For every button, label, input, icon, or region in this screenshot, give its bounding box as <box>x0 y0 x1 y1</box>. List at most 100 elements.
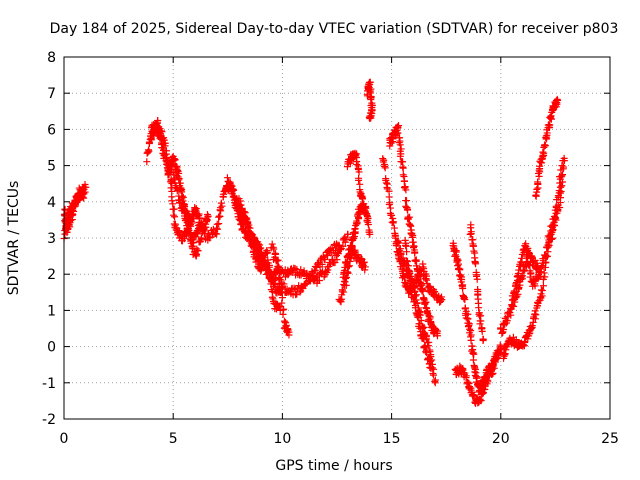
x-axis-label: GPS time / hours <box>275 458 392 474</box>
data-point <box>215 220 223 228</box>
y-tick-label: 6 <box>47 122 56 138</box>
data-point <box>421 342 429 350</box>
data-point <box>170 155 178 163</box>
y-tick-label: -1 <box>42 376 56 392</box>
data-point <box>304 277 312 285</box>
data-point <box>419 263 427 271</box>
data-point <box>195 223 203 231</box>
data-point <box>254 240 262 248</box>
data-point <box>416 324 424 332</box>
data-point <box>332 247 340 255</box>
data-point <box>173 163 181 171</box>
data-point <box>557 183 565 191</box>
data-point <box>422 348 430 356</box>
y-tick-label: 5 <box>47 159 56 175</box>
data-point <box>335 241 343 249</box>
y-tick-label: 3 <box>47 231 56 247</box>
data-point <box>366 230 374 238</box>
data-point <box>394 129 402 137</box>
data-point <box>280 317 288 325</box>
data-point <box>69 210 77 218</box>
data-point <box>181 212 189 220</box>
data-point <box>464 315 472 323</box>
data-point <box>481 385 489 393</box>
data-point <box>462 307 470 315</box>
data-point <box>532 191 540 199</box>
data-point <box>79 193 87 201</box>
data-point <box>171 156 179 164</box>
data-point <box>427 364 435 372</box>
data-point <box>547 230 555 238</box>
y-tick-label: 4 <box>47 195 56 211</box>
data-point <box>507 311 515 319</box>
y-tick-label: 7 <box>47 86 56 102</box>
data-point <box>175 227 183 235</box>
data-point <box>342 274 350 282</box>
x-tick-label: 0 <box>60 431 69 447</box>
data-point <box>193 245 201 253</box>
data-point <box>427 317 435 325</box>
data-point <box>364 221 372 229</box>
data-point <box>265 271 273 279</box>
data-point <box>399 171 407 179</box>
data-point <box>280 280 288 288</box>
data-point <box>160 136 168 144</box>
data-point <box>180 206 188 214</box>
data-point <box>360 258 368 266</box>
data-point <box>538 287 546 295</box>
data-point <box>465 383 473 391</box>
data-point <box>433 332 441 340</box>
data-point <box>552 216 560 224</box>
data-point <box>490 364 498 372</box>
data-point <box>393 248 401 256</box>
data-point <box>182 215 190 223</box>
data-points <box>60 78 568 407</box>
data-point <box>333 256 341 264</box>
data-point <box>392 242 400 250</box>
data-point <box>466 325 474 333</box>
data-point <box>246 224 254 232</box>
data-point <box>216 213 224 221</box>
data-point <box>403 197 411 205</box>
data-point <box>469 349 477 357</box>
data-point <box>477 317 485 325</box>
data-point <box>542 258 550 266</box>
data-point <box>344 269 352 277</box>
data-point <box>527 270 535 278</box>
data-point <box>290 284 298 292</box>
data-point <box>534 178 542 186</box>
data-point <box>397 150 405 158</box>
data-point <box>403 248 411 256</box>
data-point <box>541 273 549 281</box>
data-point <box>185 224 193 232</box>
data-point <box>229 186 237 194</box>
data-point <box>388 211 396 219</box>
data-point <box>204 212 212 220</box>
data-point <box>528 322 536 330</box>
y-tick-label: 1 <box>47 303 56 319</box>
data-point <box>382 179 390 187</box>
x-tick-label: 25 <box>601 431 619 447</box>
data-point <box>432 326 440 334</box>
data-point <box>477 396 485 404</box>
data-point <box>260 258 268 266</box>
y-tick-label: 8 <box>47 50 56 66</box>
data-point <box>198 234 206 242</box>
data-point <box>352 153 360 161</box>
data-point <box>412 257 420 265</box>
data-point <box>344 263 352 271</box>
data-point <box>467 384 475 392</box>
data-point <box>338 295 346 303</box>
data-point <box>515 266 523 274</box>
data-point <box>557 173 565 181</box>
data-point <box>473 275 481 283</box>
data-point <box>396 141 404 149</box>
data-point <box>276 276 284 284</box>
data-point <box>218 202 226 210</box>
data-point <box>543 131 551 139</box>
data-point <box>478 327 486 335</box>
data-point <box>171 220 179 228</box>
x-tick-label: 10 <box>273 431 291 447</box>
data-point <box>154 117 162 125</box>
data-point <box>236 197 244 205</box>
